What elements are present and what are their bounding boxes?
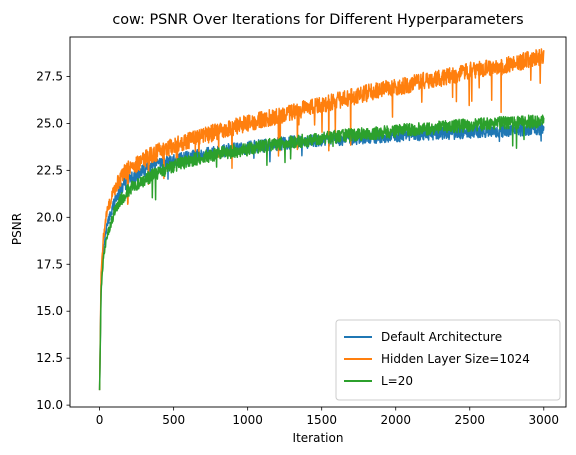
x-axis-label: Iteration: [293, 431, 344, 445]
y-tick-label: 20.0: [36, 210, 63, 224]
legend-entry-label: Default Architecture: [381, 330, 502, 344]
legend-entry-label: L=20: [381, 374, 413, 388]
x-tick-label: 1500: [306, 413, 337, 427]
x-tick-label: 2500: [454, 413, 485, 427]
x-tick-label: 500: [162, 413, 185, 427]
legend-entry-label: Hidden Layer Size=1024: [381, 352, 530, 366]
y-tick-label: 15.0: [36, 304, 63, 318]
y-tick-label: 10.0: [36, 398, 63, 412]
y-tick-label: 27.5: [36, 69, 63, 83]
x-axis-ticks: 0 500 1000 1500 2000 2500 3000: [96, 407, 559, 427]
x-tick-label: 0: [96, 413, 104, 427]
y-tick-label: 25.0: [36, 116, 63, 130]
y-axis-ticks: 10.0 12.5 15.0 17.5 20.0 22.5 25.0 27.5: [36, 69, 70, 412]
axes-frame: [69, 36, 567, 408]
y-axis-label: PSNR: [10, 213, 24, 245]
legend: Default Architecture Hidden Layer Size=10…: [335, 319, 561, 401]
y-tick-label: 17.5: [36, 257, 63, 271]
x-tick-label: 3000: [529, 413, 560, 427]
chart-title: cow: PSNR Over Iterations for Different …: [112, 12, 523, 28]
y-tick-label: 22.5: [36, 163, 63, 177]
y-tick-label: 12.5: [36, 351, 63, 365]
series-line: [98, 114, 545, 391]
x-tick-label: 2000: [380, 413, 411, 427]
legend-box: [335, 319, 561, 401]
plot-area: [98, 48, 545, 391]
series-line: [98, 48, 545, 391]
x-tick-label: 1000: [232, 413, 263, 427]
